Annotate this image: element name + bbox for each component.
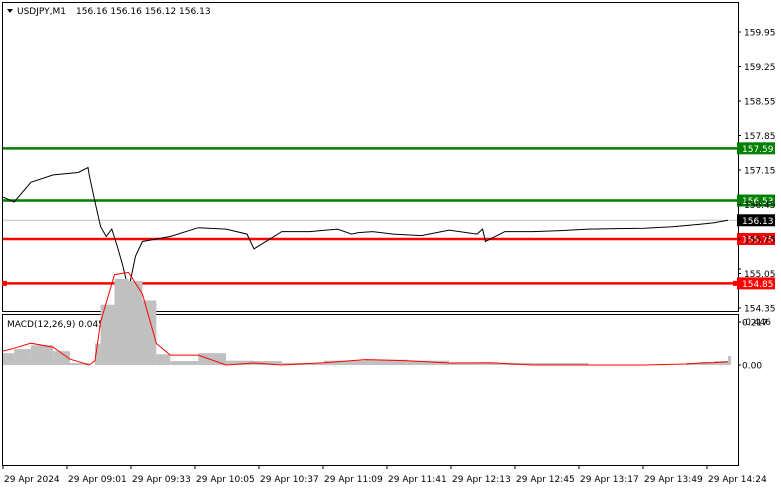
ohlc-values: 156.16 156.16 156.12 156.13 [76,7,211,17]
macd-histogram-bar [14,349,31,365]
macd-y-tick-label: 0.217 [742,319,768,329]
support-level-tag [737,277,775,290]
time-x-tick-label: 29 Apr 11:41 [388,475,447,485]
macd-histogram-bar [3,353,15,365]
macd-histogram-bar [728,356,731,365]
price-y-tick-label: 157.15 [744,167,776,177]
level-handle-left[interactable] [2,280,7,286]
price-y-tick-label: 157.85 [744,132,776,142]
time-x-tick-label: 29 Apr 13:49 [644,475,703,485]
time-x-tick-label: 29 Apr 09:01 [68,475,127,485]
macd-histogram-bar [686,363,701,365]
resistance-level-label: 156.53 [742,197,774,207]
price-y-tick-label: 154.35 [744,305,776,315]
macd-histogram-bar [198,353,227,365]
support-level-tag [737,233,775,245]
time-x-tick-label: 29 Apr 2024 [4,475,60,485]
macd-y-tick-label: -0.446 [742,318,771,328]
resistance-level-tag [737,194,775,207]
price-y-tick-label: 159.25 [744,63,776,73]
macd-histogram-bar [114,278,129,365]
time-x-tick-label: 29 Apr 12:13 [452,475,511,485]
macd-histogram-bar [714,361,728,365]
macd-indicator-label: MACD(12,26,9) 0.045 0.016 [7,320,133,330]
resistance-level-tag [737,142,775,155]
macd-histogram-bar [53,351,70,365]
price-panel: 157.59 156.53 155.75 154.85 156.13 [2,142,775,290]
price-y-tick-label: 158.55 [744,98,776,108]
symbol-label: USDJPY,M1 [17,7,66,17]
macd-panel [2,271,731,366]
time-x-tick-label: 29 Apr 12:45 [516,475,575,485]
macd-histogram-bar [323,360,366,365]
macd-histogram-bar [532,363,589,365]
time-x-tick-label: 29 Apr 10:37 [260,475,319,485]
time-x-tick-label: 29 Apr 11:09 [324,475,383,485]
macd-histogram-bar [449,363,491,365]
macd-signal-line [2,271,729,366]
current-price-tag [737,214,775,227]
resistance-level-label: 157.59 [742,145,774,155]
macd-histogram-bar [365,359,408,365]
time-x-tick-label: 29 Apr 13:17 [580,475,639,485]
macd-histogram-bar [407,360,450,365]
macd-histogram-bar [30,345,54,365]
macd-histogram-bar [253,361,282,365]
price-y-tick-label: 156.45 [744,201,776,211]
support-level-label: 155.75 [742,236,774,246]
macd-histogram-bar [142,300,157,365]
macd-histogram-bar [128,281,143,365]
price-panel-frame [2,2,739,312]
macd-histogram-bar [69,363,90,365]
price-y-tick-label: 159.95 [744,29,776,39]
level-handle-right[interactable] [733,280,738,286]
current-price-label: 156.13 [742,217,774,227]
support-level-label: 154.85 [742,280,774,290]
macd-histogram-bar [156,354,171,365]
time-x-tick-label: 29 Apr 09:33 [132,475,191,485]
price-y-tick-label: 155.75 [744,236,776,246]
axes: 159.95 159.25 158.55 157.85 157.15 156.45 155.… [2,29,776,485]
time-x-tick-label: 29 Apr 14:24 [708,475,767,485]
price-y-tick-label: 155.05 [744,270,776,280]
macd-histogram-bar [95,343,101,365]
symbol-dropdown-icon[interactable] [7,9,13,13]
macd-histogram-bar [226,360,254,365]
macd-y-tick-label: 0.00 [742,362,762,372]
time-x-tick-label: 29 Apr 10:05 [196,475,255,485]
macd-histogram-bar [100,304,115,365]
price-series-line [2,166,729,290]
macd-panel-frame [2,314,739,466]
macd-histogram-bar [700,362,715,365]
macd-histogram-bar [170,361,199,365]
